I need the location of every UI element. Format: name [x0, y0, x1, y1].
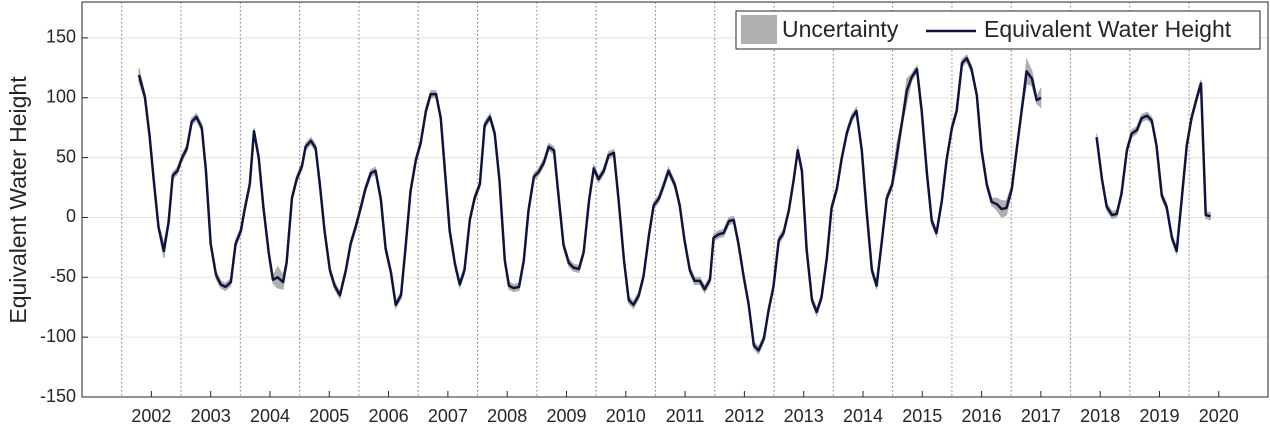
x-tick-label: 2013 — [784, 406, 824, 426]
x-tick-label: 2006 — [369, 406, 409, 426]
x-tick-label: 2017 — [1021, 406, 1061, 426]
x-tick-label: 2014 — [843, 406, 883, 426]
y-axis-label: Equivalent Water Height — [5, 76, 31, 324]
legend-label: Equivalent Water Height — [984, 16, 1232, 42]
x-tick-label: 2016 — [962, 406, 1002, 426]
y-tick-label: 100 — [46, 87, 76, 107]
x-tick-label: 2011 — [666, 406, 705, 426]
x-tick-label: 2007 — [428, 406, 468, 426]
y-tick-label: -150 — [40, 386, 76, 406]
x-tick-label: 2019 — [1139, 406, 1179, 426]
y-tick-label: -50 — [50, 266, 76, 286]
x-tick-label: 2003 — [191, 406, 231, 426]
x-tick-label: 2012 — [724, 406, 764, 426]
y-tick-label: 50 — [56, 146, 76, 166]
x-tick-label: 2020 — [1199, 406, 1239, 426]
y-tick-label: 150 — [46, 27, 76, 47]
plot-frame — [81, 1, 1269, 398]
legend-box — [735, 10, 1261, 50]
x-tick-label: 2015 — [902, 406, 942, 426]
x-tick-label: 2004 — [250, 406, 290, 426]
x-tick-label: 2005 — [309, 406, 349, 426]
x-tick-label: 2009 — [546, 406, 586, 426]
y-tick-label: -100 — [40, 326, 76, 346]
legend-label: Uncertainty — [782, 16, 899, 42]
x-tick-label: 2002 — [131, 406, 171, 426]
x-tick-label: 2018 — [1080, 406, 1120, 426]
legend-swatch — [741, 15, 777, 44]
x-tick-label: 2008 — [487, 406, 527, 426]
x-tick-label: 2010 — [606, 406, 646, 426]
ewh-line — [1095, 82, 1211, 253]
ewh-line — [137, 57, 1042, 352]
legend: Uncertainty Equivalent Water Height — [735, 10, 1261, 50]
y-tick-label: 0 — [66, 206, 76, 226]
